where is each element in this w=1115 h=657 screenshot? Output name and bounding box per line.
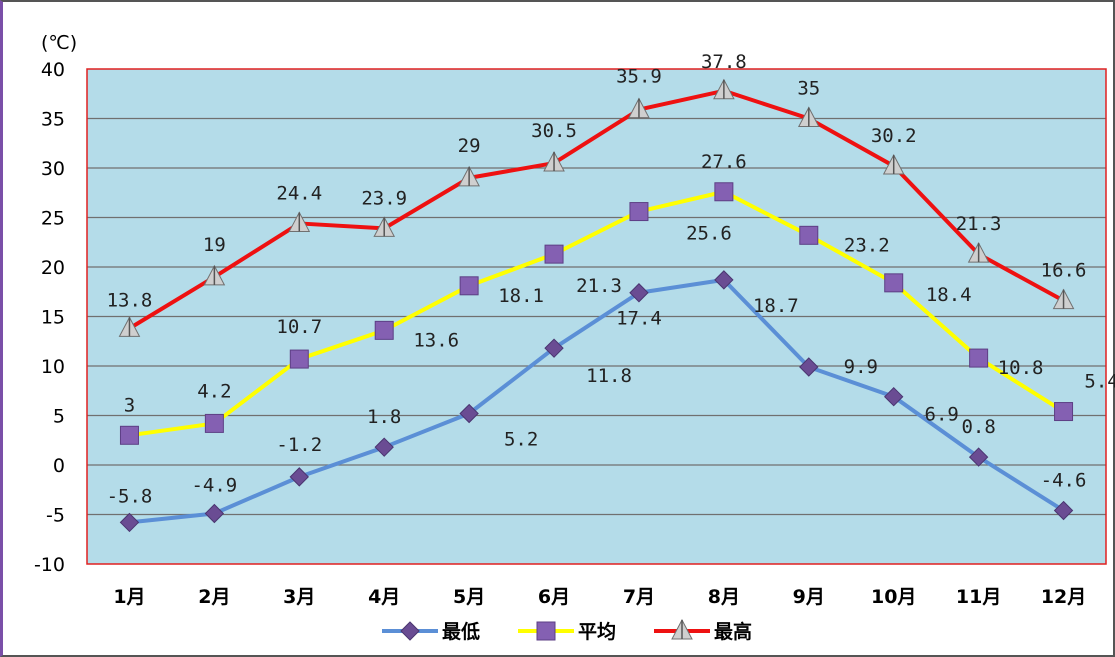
data-label: 16.6 bbox=[1041, 260, 1087, 282]
x-tick-label: 12月 bbox=[1041, 586, 1086, 608]
x-tick-label: 7月 bbox=[623, 586, 655, 608]
data-point bbox=[1055, 403, 1073, 421]
y-tick-label: 10 bbox=[41, 356, 65, 378]
x-axis-ticks: 1月 2月 3月 4月 5月 6月 7月 8月 9月 10月 11月 12月 bbox=[113, 586, 1086, 608]
legend-marker bbox=[401, 622, 419, 640]
y-tick-label: 25 bbox=[41, 208, 65, 230]
y-axis-ticks: 40 35 30 25 20 15 10 5 0 -5 -10 bbox=[34, 59, 65, 576]
x-tick-label: 4月 bbox=[368, 586, 400, 608]
y-tick-label: 5 bbox=[53, 406, 65, 428]
legend-label: 最高 bbox=[714, 620, 752, 643]
data-point bbox=[545, 245, 563, 263]
y-tick-label: 15 bbox=[41, 307, 65, 329]
legend: 最低 平均 最高 bbox=[382, 620, 752, 643]
data-label: -1.2 bbox=[276, 434, 322, 456]
legend-item: 最低 bbox=[382, 620, 480, 643]
x-tick-label: 8月 bbox=[708, 586, 740, 608]
data-label: 18.7 bbox=[753, 295, 799, 317]
y-tick-label: 30 bbox=[41, 158, 65, 180]
y-tick-label: -5 bbox=[46, 505, 65, 527]
data-label: 35.9 bbox=[616, 66, 662, 88]
data-label: 21.3 bbox=[956, 213, 1002, 235]
data-label: 1.8 bbox=[367, 406, 401, 428]
data-point bbox=[205, 414, 223, 432]
data-point bbox=[120, 426, 138, 444]
legend-label: 平均 bbox=[578, 620, 616, 643]
data-label: 6.9 bbox=[925, 404, 959, 426]
x-tick-label: 10月 bbox=[871, 586, 916, 608]
data-point bbox=[885, 274, 903, 292]
data-label: 0.8 bbox=[961, 416, 995, 438]
data-label: 27.6 bbox=[701, 151, 747, 173]
data-point bbox=[970, 349, 988, 367]
data-label: -5.8 bbox=[107, 485, 153, 507]
legend-marker bbox=[537, 622, 555, 640]
data-label: 37.8 bbox=[701, 51, 747, 73]
x-tick-label: 5月 bbox=[453, 586, 485, 608]
x-tick-label: 3月 bbox=[283, 586, 315, 608]
x-tick-label: 9月 bbox=[793, 586, 825, 608]
x-tick-label: 6月 bbox=[538, 586, 570, 608]
data-label: 18.4 bbox=[926, 284, 972, 306]
data-label: 21.3 bbox=[576, 275, 622, 297]
data-label: 5.4 bbox=[1084, 371, 1115, 393]
data-label: 30.5 bbox=[531, 120, 577, 142]
x-tick-label: 1月 bbox=[113, 586, 145, 608]
data-label: 19 bbox=[203, 234, 226, 256]
legend-item: 最高 bbox=[654, 620, 752, 643]
data-point bbox=[290, 350, 308, 368]
data-point bbox=[800, 226, 818, 244]
y-tick-label: 0 bbox=[53, 455, 65, 477]
data-label: 25.6 bbox=[686, 223, 732, 245]
y-tick-label: -10 bbox=[34, 554, 65, 576]
data-label: 9.9 bbox=[844, 356, 878, 378]
data-label: 24.4 bbox=[276, 182, 322, 204]
data-label: 30.2 bbox=[871, 125, 917, 147]
data-label: 11.8 bbox=[586, 365, 632, 387]
data-label: 4.2 bbox=[197, 380, 231, 402]
data-point bbox=[375, 321, 393, 339]
y-tick-label: 35 bbox=[41, 109, 65, 131]
data-label: 5.2 bbox=[504, 429, 538, 451]
data-label: 17.4 bbox=[616, 308, 662, 330]
data-label: 29 bbox=[458, 135, 481, 157]
legend-label: 最低 bbox=[442, 620, 480, 643]
data-label: -4.9 bbox=[191, 475, 237, 497]
data-label: 10.8 bbox=[998, 357, 1044, 379]
data-label: 10.7 bbox=[276, 316, 322, 338]
data-point bbox=[715, 183, 733, 201]
data-label: 3 bbox=[124, 394, 135, 416]
data-label: 23.2 bbox=[844, 234, 890, 256]
data-label: -4.6 bbox=[1041, 470, 1087, 492]
y-tick-label: 20 bbox=[41, 257, 65, 279]
data-label: 18.1 bbox=[498, 285, 544, 307]
y-tick-label: 40 bbox=[41, 59, 65, 81]
legend-item: 平均 bbox=[518, 620, 616, 643]
data-label: 13.6 bbox=[413, 329, 459, 351]
data-label: 13.8 bbox=[107, 289, 153, 311]
data-label: 23.9 bbox=[361, 187, 407, 209]
data-point bbox=[460, 277, 478, 295]
data-label: 35 bbox=[797, 78, 820, 100]
data-point bbox=[630, 203, 648, 221]
x-tick-label: 11月 bbox=[956, 586, 1001, 608]
x-tick-label: 2月 bbox=[198, 586, 230, 608]
